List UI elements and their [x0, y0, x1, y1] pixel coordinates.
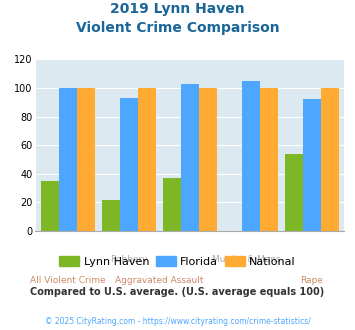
Text: Robbery: Robbery: [110, 255, 148, 264]
Bar: [120, 98, 138, 231]
Text: All Violent Crime: All Violent Crime: [30, 276, 106, 284]
Bar: [242, 81, 260, 231]
Text: Compared to U.S. average. (U.S. average equals 100): Compared to U.S. average. (U.S. average …: [31, 287, 324, 297]
Text: Violent Crime Comparison: Violent Crime Comparison: [76, 21, 279, 35]
Text: Rape: Rape: [301, 276, 323, 284]
Bar: [321, 88, 339, 231]
Bar: [59, 88, 77, 231]
Bar: [102, 200, 120, 231]
Text: © 2025 CityRating.com - https://www.cityrating.com/crime-statistics/: © 2025 CityRating.com - https://www.city…: [45, 317, 310, 326]
Bar: [303, 99, 321, 231]
Text: 2019 Lynn Haven: 2019 Lynn Haven: [110, 2, 245, 16]
Bar: [260, 88, 278, 231]
Bar: [138, 88, 156, 231]
Text: Aggravated Assault: Aggravated Assault: [115, 276, 204, 284]
Legend: Lynn Haven, Florida, National: Lynn Haven, Florida, National: [55, 251, 300, 271]
Text: Murder & Mans...: Murder & Mans...: [212, 255, 290, 264]
Bar: [285, 154, 303, 231]
Bar: [181, 84, 199, 231]
Bar: [163, 178, 181, 231]
Bar: [41, 181, 59, 231]
Bar: [77, 88, 95, 231]
Bar: [199, 88, 217, 231]
